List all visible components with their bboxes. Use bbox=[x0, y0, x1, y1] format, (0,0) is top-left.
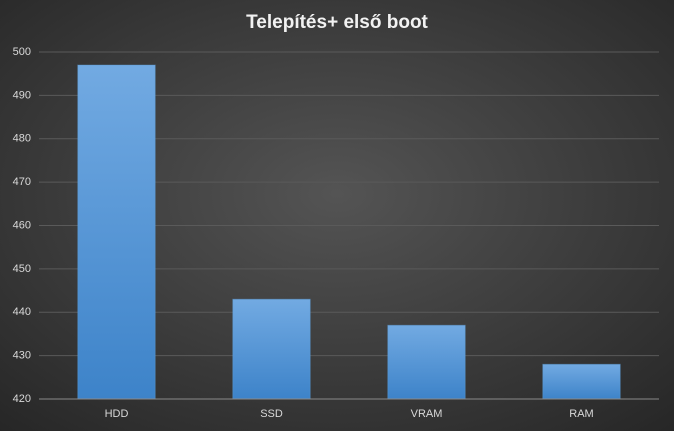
x-tick-label: VRAM bbox=[411, 408, 443, 420]
x-tick-label: SSD bbox=[260, 408, 283, 420]
y-tick-label: 480 bbox=[13, 133, 31, 145]
bar bbox=[387, 324, 466, 400]
y-tick-label: 500 bbox=[13, 46, 31, 58]
y-tick-label: 490 bbox=[13, 89, 31, 101]
y-tick-label: 470 bbox=[13, 176, 31, 188]
y-tick-label: 430 bbox=[13, 350, 31, 362]
y-tick-label: 450 bbox=[13, 263, 31, 275]
x-tick-label: HDD bbox=[105, 408, 129, 420]
y-tick-label: 420 bbox=[13, 393, 31, 405]
y-tick-label: 440 bbox=[13, 306, 31, 318]
chart-title: Telepítés+ első boot bbox=[246, 12, 428, 33]
y-tick-label: 460 bbox=[13, 219, 31, 231]
bar bbox=[232, 298, 311, 400]
x-tick-label: RAM bbox=[569, 408, 593, 420]
bar bbox=[77, 64, 156, 400]
bar bbox=[542, 363, 621, 400]
